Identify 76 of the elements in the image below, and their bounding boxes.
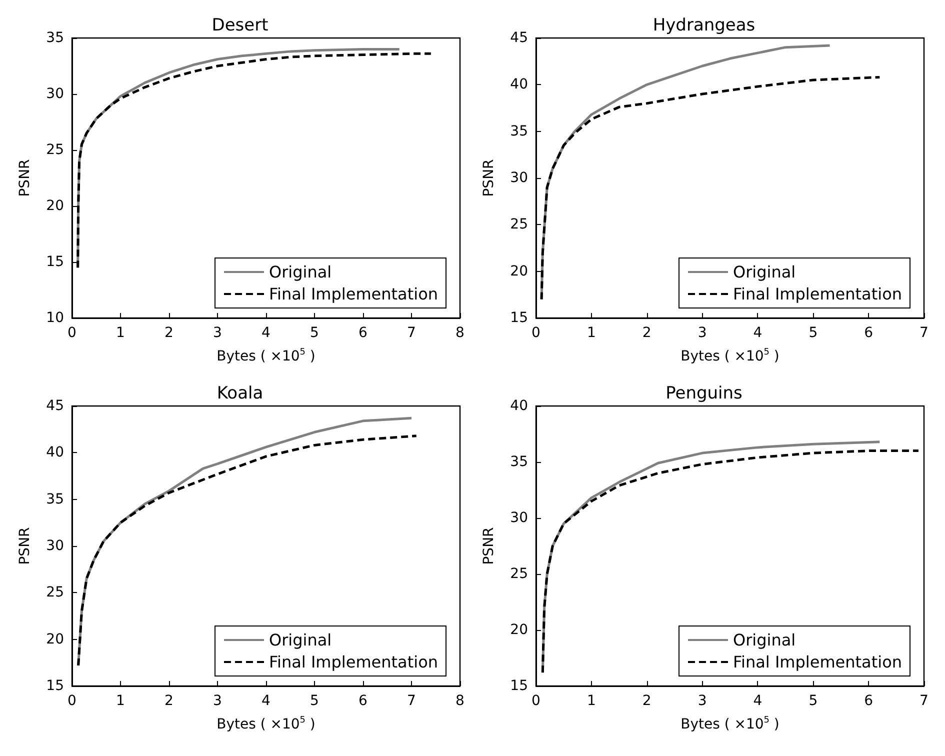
legend-label: Final Implementation xyxy=(268,652,438,672)
chart-title: Hydrangeas xyxy=(652,16,756,36)
y-axis-title: PSNR xyxy=(17,526,33,565)
y-tick-label: 35 xyxy=(46,30,64,46)
y-tick-label: 30 xyxy=(46,538,64,554)
y-tick-label: 15 xyxy=(46,678,64,694)
legend-label: Final Implementation xyxy=(732,652,902,672)
y-tick-label: 20 xyxy=(510,263,528,280)
chart-title: Desert xyxy=(212,16,269,36)
x-tick-label: 3 xyxy=(213,325,222,341)
legend-label: Original xyxy=(732,630,796,650)
chart-title: Penguins xyxy=(666,384,743,404)
y-tick-label: 25 xyxy=(46,142,64,158)
x-tick-label: 4 xyxy=(753,693,762,709)
x-tick-label: 7 xyxy=(407,693,416,709)
y-tick-label: 40 xyxy=(46,444,64,461)
x-tick-label: 7 xyxy=(407,325,416,341)
legend-label: Original xyxy=(268,262,332,282)
y-tick-label: 25 xyxy=(46,584,64,601)
y-tick-label: 20 xyxy=(46,198,64,214)
x-tick-label: 8 xyxy=(456,325,464,341)
x-tick-label: 6 xyxy=(358,325,368,341)
x-tick-label: 0 xyxy=(532,693,540,709)
y-tick-label: 15 xyxy=(510,678,528,694)
y-tick-label: 25 xyxy=(510,216,528,233)
x-tick-label: 3 xyxy=(698,693,707,709)
y-tick-label: 30 xyxy=(510,510,528,526)
x-tick-label: 7 xyxy=(920,325,928,341)
x-tick-label: 0 xyxy=(68,693,76,709)
x-tick-label: 2 xyxy=(164,693,174,709)
x-tick-label: 8 xyxy=(456,693,464,709)
y-axis-title: PSNR xyxy=(17,158,33,197)
y-tick-label: 25 xyxy=(510,566,528,582)
x-tick-label: 6 xyxy=(358,693,368,709)
y-tick-label: 35 xyxy=(510,454,528,470)
chart-title: Koala xyxy=(216,384,264,404)
y-tick-label: 40 xyxy=(510,76,528,93)
y-tick-label: 45 xyxy=(510,30,528,46)
y-tick-label: 15 xyxy=(510,310,528,326)
y-tick-label: 35 xyxy=(510,123,528,140)
x-tick-label: 5 xyxy=(310,325,319,341)
x-tick-label: 4 xyxy=(262,325,271,341)
x-tick-label: 2 xyxy=(164,325,174,341)
y-tick-label: 40 xyxy=(510,398,528,414)
y-tick-label: 15 xyxy=(46,254,64,270)
x-tick-label: 1 xyxy=(116,325,125,341)
legend-label: Original xyxy=(732,262,796,282)
x-tick-label: 7 xyxy=(920,693,928,709)
legend-label: Final Implementation xyxy=(732,284,902,304)
x-tick-label: 0 xyxy=(532,325,540,341)
y-tick-label: 45 xyxy=(46,398,64,414)
x-tick-label: 3 xyxy=(213,693,222,709)
y-axis-title: PSNR xyxy=(481,526,497,565)
y-tick-label: 30 xyxy=(46,86,64,102)
x-tick-label: 2 xyxy=(642,325,652,341)
legend-label: Final Implementation xyxy=(268,284,438,304)
x-tick-label: 0 xyxy=(68,325,76,341)
x-tick-label: 3 xyxy=(698,325,707,341)
x-tick-label: 4 xyxy=(262,693,271,709)
legend-label: Original xyxy=(268,630,332,650)
y-axis-title: PSNR xyxy=(481,158,497,197)
y-tick-label: 20 xyxy=(510,622,528,638)
y-tick-label: 35 xyxy=(46,491,64,508)
y-tick-label: 10 xyxy=(46,310,64,326)
x-tick-label: 5 xyxy=(808,693,818,709)
y-tick-label: 20 xyxy=(46,631,64,648)
x-tick-label: 4 xyxy=(753,325,762,341)
x-tick-label: 1 xyxy=(586,325,596,341)
x-tick-label: 1 xyxy=(116,693,125,709)
x-tick-label: 1 xyxy=(586,693,596,709)
x-tick-label: 6 xyxy=(864,693,874,709)
x-tick-label: 2 xyxy=(642,693,652,709)
x-tick-label: 5 xyxy=(808,325,818,341)
x-tick-label: 6 xyxy=(864,325,874,341)
x-tick-label: 5 xyxy=(310,693,319,709)
y-tick-label: 30 xyxy=(510,170,528,186)
